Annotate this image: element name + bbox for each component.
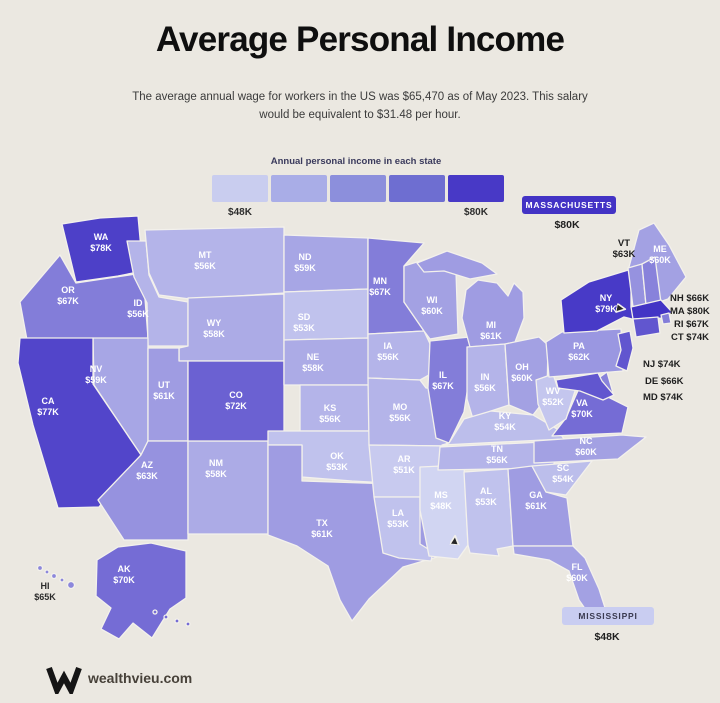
states-layer [17,215,687,640]
ne-label-nj: NJ $74K [643,359,681,370]
state-WY [178,293,285,362]
state-label-ID: ID $56K [127,298,149,319]
state-label-VA: VA $70K [571,398,593,419]
page-subtitle: The average annual wage for workers in t… [132,91,588,121]
state-NC [533,434,647,464]
state-AK [95,542,191,640]
state-label-WV: WV $52K [542,386,564,407]
ne-label-md: MD $74K [643,392,684,403]
legend-swatches [212,175,504,202]
state-RI [660,312,672,325]
state-label-NV: NV $59K [85,364,107,385]
legend-swatch-1 [212,175,268,202]
legend-title: Annual personal income in each state [270,156,442,167]
state-label-ME: ME $60K [649,244,671,265]
state-label-TX: TX $61K [311,518,333,539]
ne-label-ri: RI $67K [674,319,709,330]
state-label-MN: MN $67K [369,276,391,297]
state-label-LA: LA $53K [387,508,409,529]
state-label-NC: NC $60K [575,436,597,457]
state-CA [17,337,142,509]
state-label-SD: SD $53K [293,312,315,333]
state-SC [531,460,593,496]
state-label-UT: UT $61K [153,380,175,401]
massachusetts-callout-value: $80K [554,219,580,231]
state-label-AR: AR $51K [393,454,415,475]
state-label-NM: NM $58K [205,458,227,479]
page-title: Average Personal Income [155,20,565,59]
state-label-TN: TN $56K [486,444,508,465]
state-label-CA: CA $77K [37,396,59,417]
vt-abbr: VT [617,238,631,249]
state-label-HI: HI $65K [34,581,56,602]
state-label-KY: KY $54K [494,411,516,432]
state-MD [555,372,615,401]
legend-swatch-5 [448,175,504,202]
state-label-CO: CO $72K [225,390,247,411]
state-HI [36,564,76,590]
state-label-FL: FL $60K [566,562,588,583]
state-label-OR: OR $67K [57,285,79,306]
legend-swatch-3 [330,175,386,202]
state-label-AZ: AZ $63K [136,460,158,481]
legend-swatch-4 [389,175,445,202]
ne-label-nh: NH $66K [670,293,710,304]
mississippi-callout-box: MISSISSIPPI [562,607,654,625]
state-label-IN: IN $56K [474,372,496,393]
state-NJ [615,330,634,372]
state-label-IL: IL $67K [432,370,454,391]
state-label-AL: AL $53K [475,486,497,507]
state-label-NY: NY $79K [595,293,617,314]
state-label-IA: IA $56K [377,341,399,362]
state-label-ND: ND $59K [294,252,316,273]
state-label-MS: MS $48K [430,490,452,511]
state-label-MI: MI $61K [480,320,502,341]
footer-site-text: wealthvieu.com [88,670,193,686]
legend-swatch-2 [271,175,327,202]
state-label-SC: SC $54K [552,463,574,484]
wealthvieu-logo-icon [46,666,82,694]
ne-label-de: DE $66K [645,376,684,387]
state-label-PA: PA $62K [568,341,590,362]
state-AL [463,468,514,557]
state-CT [632,316,661,338]
state-label-WA: WA $78K [90,232,112,253]
state-label-OK: OK $53K [326,451,348,472]
state-label-KS: KS $56K [319,403,341,424]
massachusetts-callout-box: MASSACHUSETTS [522,196,616,214]
state-label-MT: MT $56K [194,250,216,271]
ne-label-ct: CT $74K [671,332,710,343]
state-NM [187,440,269,535]
state-label-AK: AK $70K [113,564,135,585]
state-label-NE: NE $58K [302,352,324,373]
leader-line-md [620,396,641,397]
ne-label-ma: MA $80K [670,306,710,317]
vt-external-label: VT $63K [606,238,642,261]
state-MS [419,464,469,560]
state-label-MO: MO $56K [389,402,411,423]
legend-max-label: $80K [464,207,488,218]
state-label-OH: OH $60K [511,362,533,383]
state-labels-layer: WA $78K OR $67K ID $56K MT $56K WY $58K NV $59K UT $6… [34,232,671,602]
state-label-GA: GA $61K [525,490,547,511]
state-label-WI: WI $60K [421,295,443,316]
state-label-WY: WY $58K [203,318,225,339]
leader-line-ct [652,335,669,337]
state-MI [416,250,525,348]
legend-min-label: $48K [228,207,252,218]
mississippi-callout-value: $48K [594,631,620,643]
vt-value: $63K [612,248,636,260]
leader-line-de [617,381,643,382]
